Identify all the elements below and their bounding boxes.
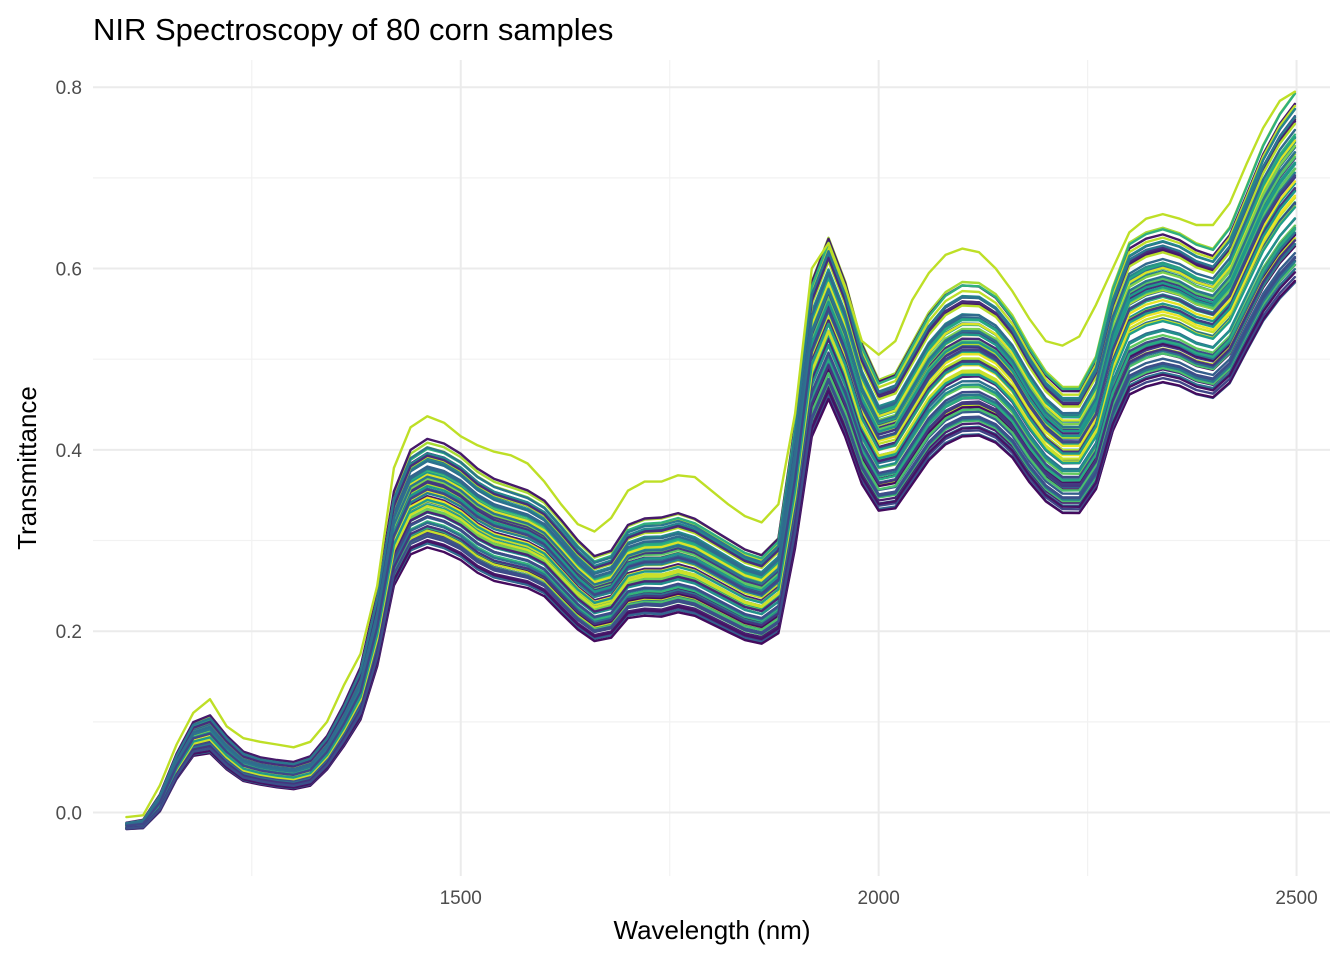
chart-title: NIR Spectroscopy of 80 corn samples [93, 12, 613, 47]
spectrum-line-51 [125, 161, 1297, 827]
spectrum-line-6 [125, 271, 1297, 830]
spectrum-line-20 [125, 239, 1297, 830]
spectrum-line-79 [125, 102, 1297, 824]
spectrum-line-71 [125, 122, 1297, 826]
spectrum-line-58 [125, 157, 1297, 827]
spectrum-line-35 [125, 190, 1297, 828]
x-tick-label: 2000 [858, 888, 900, 909]
y-axis-ticks: 0.0 0.2 0.4 0.6 0.8 [56, 78, 83, 824]
spectrum-line-68 [125, 117, 1297, 825]
x-axis-ticks: 1500 2000 2500 [440, 888, 1318, 909]
spectrum-line-67 [125, 136, 1297, 826]
spectrum-line-46 [125, 163, 1297, 827]
spectrum-line-59 [125, 140, 1297, 827]
spectrum-line-78 [125, 92, 1297, 825]
spectrum-line-74 [125, 118, 1297, 825]
y-axis-title: Transmittance [12, 386, 42, 550]
spectrum-line-62 [125, 146, 1297, 826]
x-tick-label: 2500 [1275, 888, 1317, 909]
spectrum-line-72 [125, 120, 1297, 826]
spectrum-line-56 [125, 144, 1297, 827]
spectrum-line-80 [125, 92, 1297, 825]
spectrum-line-77 [125, 107, 1297, 825]
spectrum-line-53 [125, 161, 1297, 826]
y-tick-label: 0.8 [56, 78, 82, 99]
spectrum-line-10 [125, 257, 1297, 830]
spectrum-line-70 [125, 107, 1297, 826]
spectrum-line-45 [125, 174, 1297, 827]
x-tick-label: 1500 [440, 888, 482, 909]
spectrum-line-73 [125, 116, 1297, 826]
spectrum-line-highlight [125, 90, 1297, 819]
plot-grid [93, 60, 1330, 876]
spectrum-line-75 [125, 116, 1297, 825]
y-tick-label: 0.6 [56, 260, 82, 281]
spectrum-line-69 [125, 115, 1297, 826]
x-axis-title: Wavelength (nm) [614, 915, 811, 945]
y-tick-label: 0.4 [56, 441, 83, 462]
spectrum-line-66 [125, 128, 1297, 826]
spectrum-line-76 [125, 104, 1297, 825]
spectra-series-group [125, 90, 1297, 831]
spectrum-line-55 [125, 151, 1297, 827]
y-tick-label: 0.0 [56, 804, 82, 825]
y-tick-label: 0.2 [56, 622, 82, 643]
